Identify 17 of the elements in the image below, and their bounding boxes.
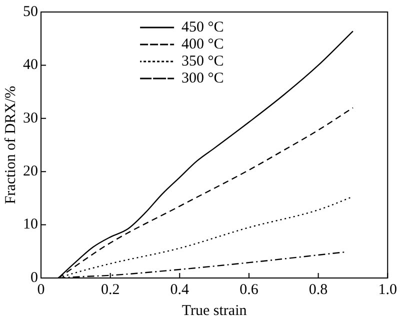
y-tick-label: 20 bbox=[23, 164, 38, 180]
y-axis-title: Fraction of DRX/% bbox=[2, 86, 19, 204]
legend-label: 350 °C bbox=[182, 53, 224, 70]
y-tick-label: 0 bbox=[30, 270, 38, 286]
y-tick-label: 40 bbox=[23, 57, 38, 74]
x-axis-title: True strain bbox=[182, 302, 248, 319]
x-tick-label: 0.4 bbox=[170, 282, 190, 298]
x-tick-label: 1.0 bbox=[378, 282, 397, 298]
x-tick-label: 0.8 bbox=[308, 282, 328, 298]
legend-label: 450 °C bbox=[182, 19, 224, 36]
legend-label: 400 °C bbox=[182, 36, 224, 52]
y-tick-label: 30 bbox=[23, 110, 38, 126]
legend-label: 300 °C bbox=[182, 70, 224, 86]
y-tick-label: 10 bbox=[23, 216, 38, 233]
y-tick-label: 50 bbox=[23, 4, 38, 20]
x-tick-label: 0.6 bbox=[240, 282, 259, 298]
x-tick-label: 0.2 bbox=[100, 282, 120, 298]
